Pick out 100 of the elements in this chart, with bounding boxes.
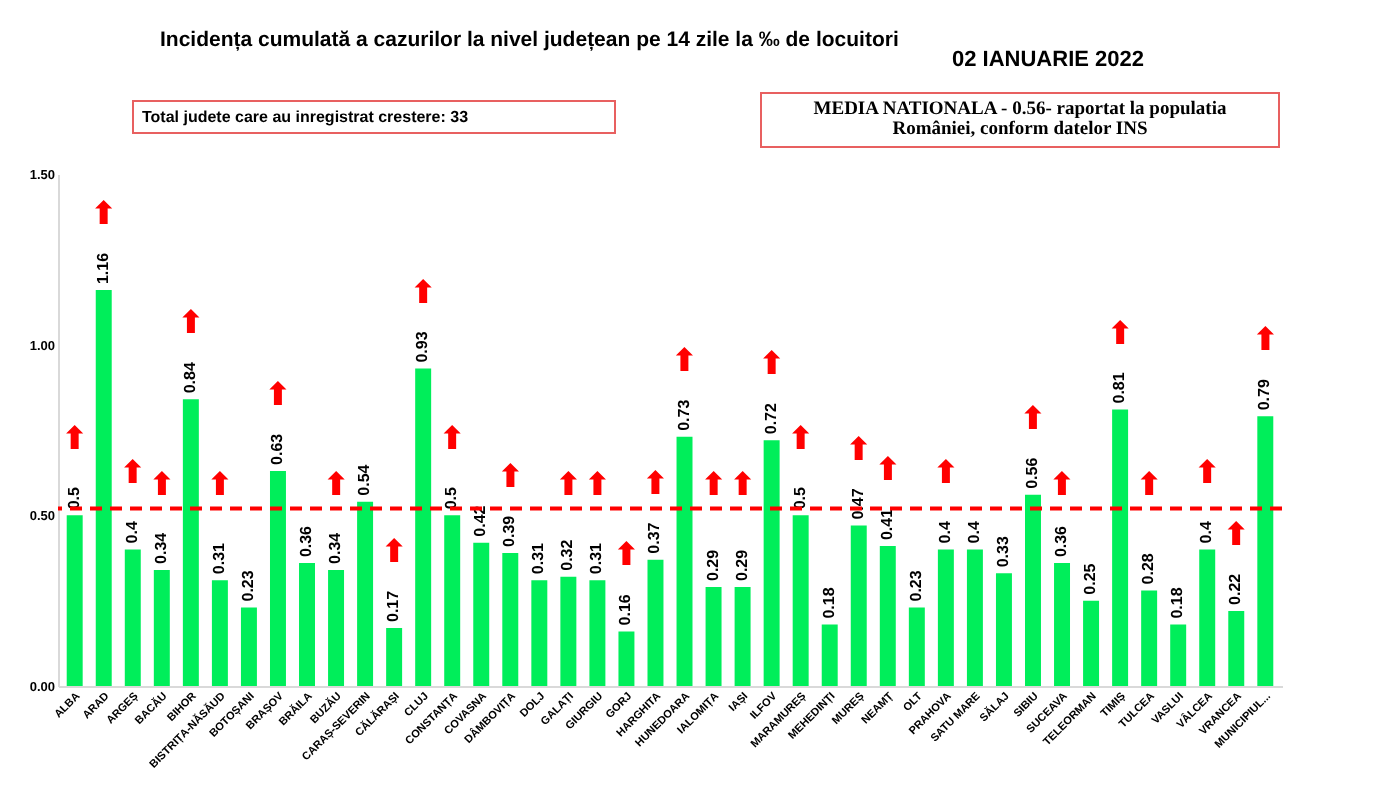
bar: [1054, 563, 1071, 686]
bar: [1112, 409, 1129, 686]
annotation: ⬆: [874, 450, 902, 489]
data-label: 0.18: [1168, 586, 1187, 619]
data-label: 0.34: [326, 531, 345, 564]
bar: [1170, 624, 1187, 686]
annotation: ⬆: [584, 464, 611, 503]
data-label: 0.81: [1110, 371, 1129, 404]
bar: [1228, 610, 1245, 686]
data-label: 0.28: [1139, 552, 1158, 585]
bar: [821, 624, 838, 686]
bar: [1083, 600, 1100, 686]
bar: [908, 607, 925, 686]
bar: [676, 436, 693, 686]
annotation: ⬆: [206, 464, 234, 503]
annotation: ⬆: [1251, 320, 1279, 359]
bar: [1141, 590, 1158, 686]
annotation: ⬆: [438, 419, 466, 458]
bar: [734, 587, 751, 686]
annotation: ⬆: [90, 194, 118, 233]
bar: [995, 573, 1012, 686]
data-label: 0.4: [1197, 520, 1216, 544]
text: MEDIA NATIONALA - 0.56- raportat la populatia României, conform datelor INS: [760, 92, 1280, 148]
data-label: 0.84: [180, 361, 199, 394]
annotation: ⬆: [1048, 464, 1076, 503]
annotation: ⬆: [496, 456, 524, 495]
bar: [1199, 549, 1216, 686]
annotation: ⬆: [1106, 313, 1134, 352]
data-label: 0.4: [122, 520, 141, 544]
bar: [763, 440, 780, 686]
bar: [473, 542, 490, 686]
data-label: 0.36: [1052, 524, 1071, 558]
data-label: 0.37: [645, 521, 664, 554]
bar: [647, 559, 664, 686]
data-label: 0.41: [877, 507, 896, 541]
bar: [937, 549, 954, 686]
data-label: 0.29: [732, 548, 751, 582]
data-label: 0.93: [413, 330, 432, 363]
annotation: ⬆: [671, 340, 698, 379]
data-label: 0.79: [1255, 378, 1274, 411]
bar: [66, 515, 83, 686]
annotation: ⬆: [322, 464, 350, 503]
data-label: 0.25: [1081, 562, 1100, 595]
data-label: 0.31: [529, 541, 548, 575]
data-label: 0.72: [761, 402, 780, 435]
annotation: ⬆: [642, 463, 669, 502]
annotation: ⬆: [613, 535, 640, 574]
data-label: 0.22: [1226, 572, 1245, 605]
bar: [328, 569, 345, 686]
text: Total judete care au inregistrat crestere: 33: [132, 100, 616, 134]
annotation: ⬆: [758, 344, 786, 383]
data-label: 1.16: [93, 251, 112, 285]
annotation: ⬆: [554, 464, 582, 503]
annotation: ⬆: [729, 464, 756, 503]
data-label: 0.29: [703, 548, 722, 582]
data-label: 0.31: [209, 541, 228, 575]
annotation: ⬆: [177, 303, 205, 342]
data-label: 0.39: [500, 514, 519, 547]
data-label: 0.47: [848, 487, 867, 520]
data-label: 0.63: [267, 432, 286, 465]
annotation: ⬆: [119, 453, 147, 492]
bar: [153, 569, 170, 686]
annotation: ⬆: [932, 453, 960, 492]
data-label: 0.32: [558, 538, 577, 571]
annotation: ⬆: [61, 419, 89, 458]
data-label: 0.31: [587, 541, 606, 575]
chart-subtitle: 02 IANUARIE 2022: [952, 48, 1144, 72]
bar: [850, 525, 867, 686]
annotation: ⬆: [787, 419, 815, 458]
annotation: ⬆: [1135, 464, 1163, 503]
bar: [299, 563, 315, 686]
bar: [415, 368, 432, 686]
bar: [618, 631, 635, 686]
bar: [1025, 494, 1041, 686]
data-label: 0.54: [355, 463, 374, 496]
data-label: 0.56: [1022, 456, 1041, 489]
bar: [95, 290, 112, 686]
bar: [357, 501, 374, 686]
annotation: ⬆: [409, 272, 437, 311]
data-label: 0.33: [993, 535, 1012, 568]
bar: [502, 552, 519, 686]
data-label: 0.34: [151, 531, 170, 564]
bar: [705, 587, 722, 686]
data-label: 0.16: [616, 593, 635, 626]
data-label: 0.4: [935, 520, 954, 544]
data-label: 0.5: [442, 485, 461, 510]
annotation: ⬆: [700, 464, 727, 503]
bar: [589, 580, 606, 686]
data-label: 0.18: [819, 586, 838, 619]
annotation: ⬆: [1222, 514, 1250, 553]
data-label: 0.23: [906, 569, 925, 602]
data-label: 0.23: [238, 569, 257, 602]
bar: [269, 470, 286, 686]
bar: [182, 399, 199, 686]
data-label: 0.4: [964, 520, 983, 544]
bar: [966, 549, 983, 686]
data-label: 0.17: [384, 589, 403, 622]
bar: [879, 546, 896, 686]
bar: [444, 515, 461, 686]
annotation: ⬆: [380, 531, 408, 570]
